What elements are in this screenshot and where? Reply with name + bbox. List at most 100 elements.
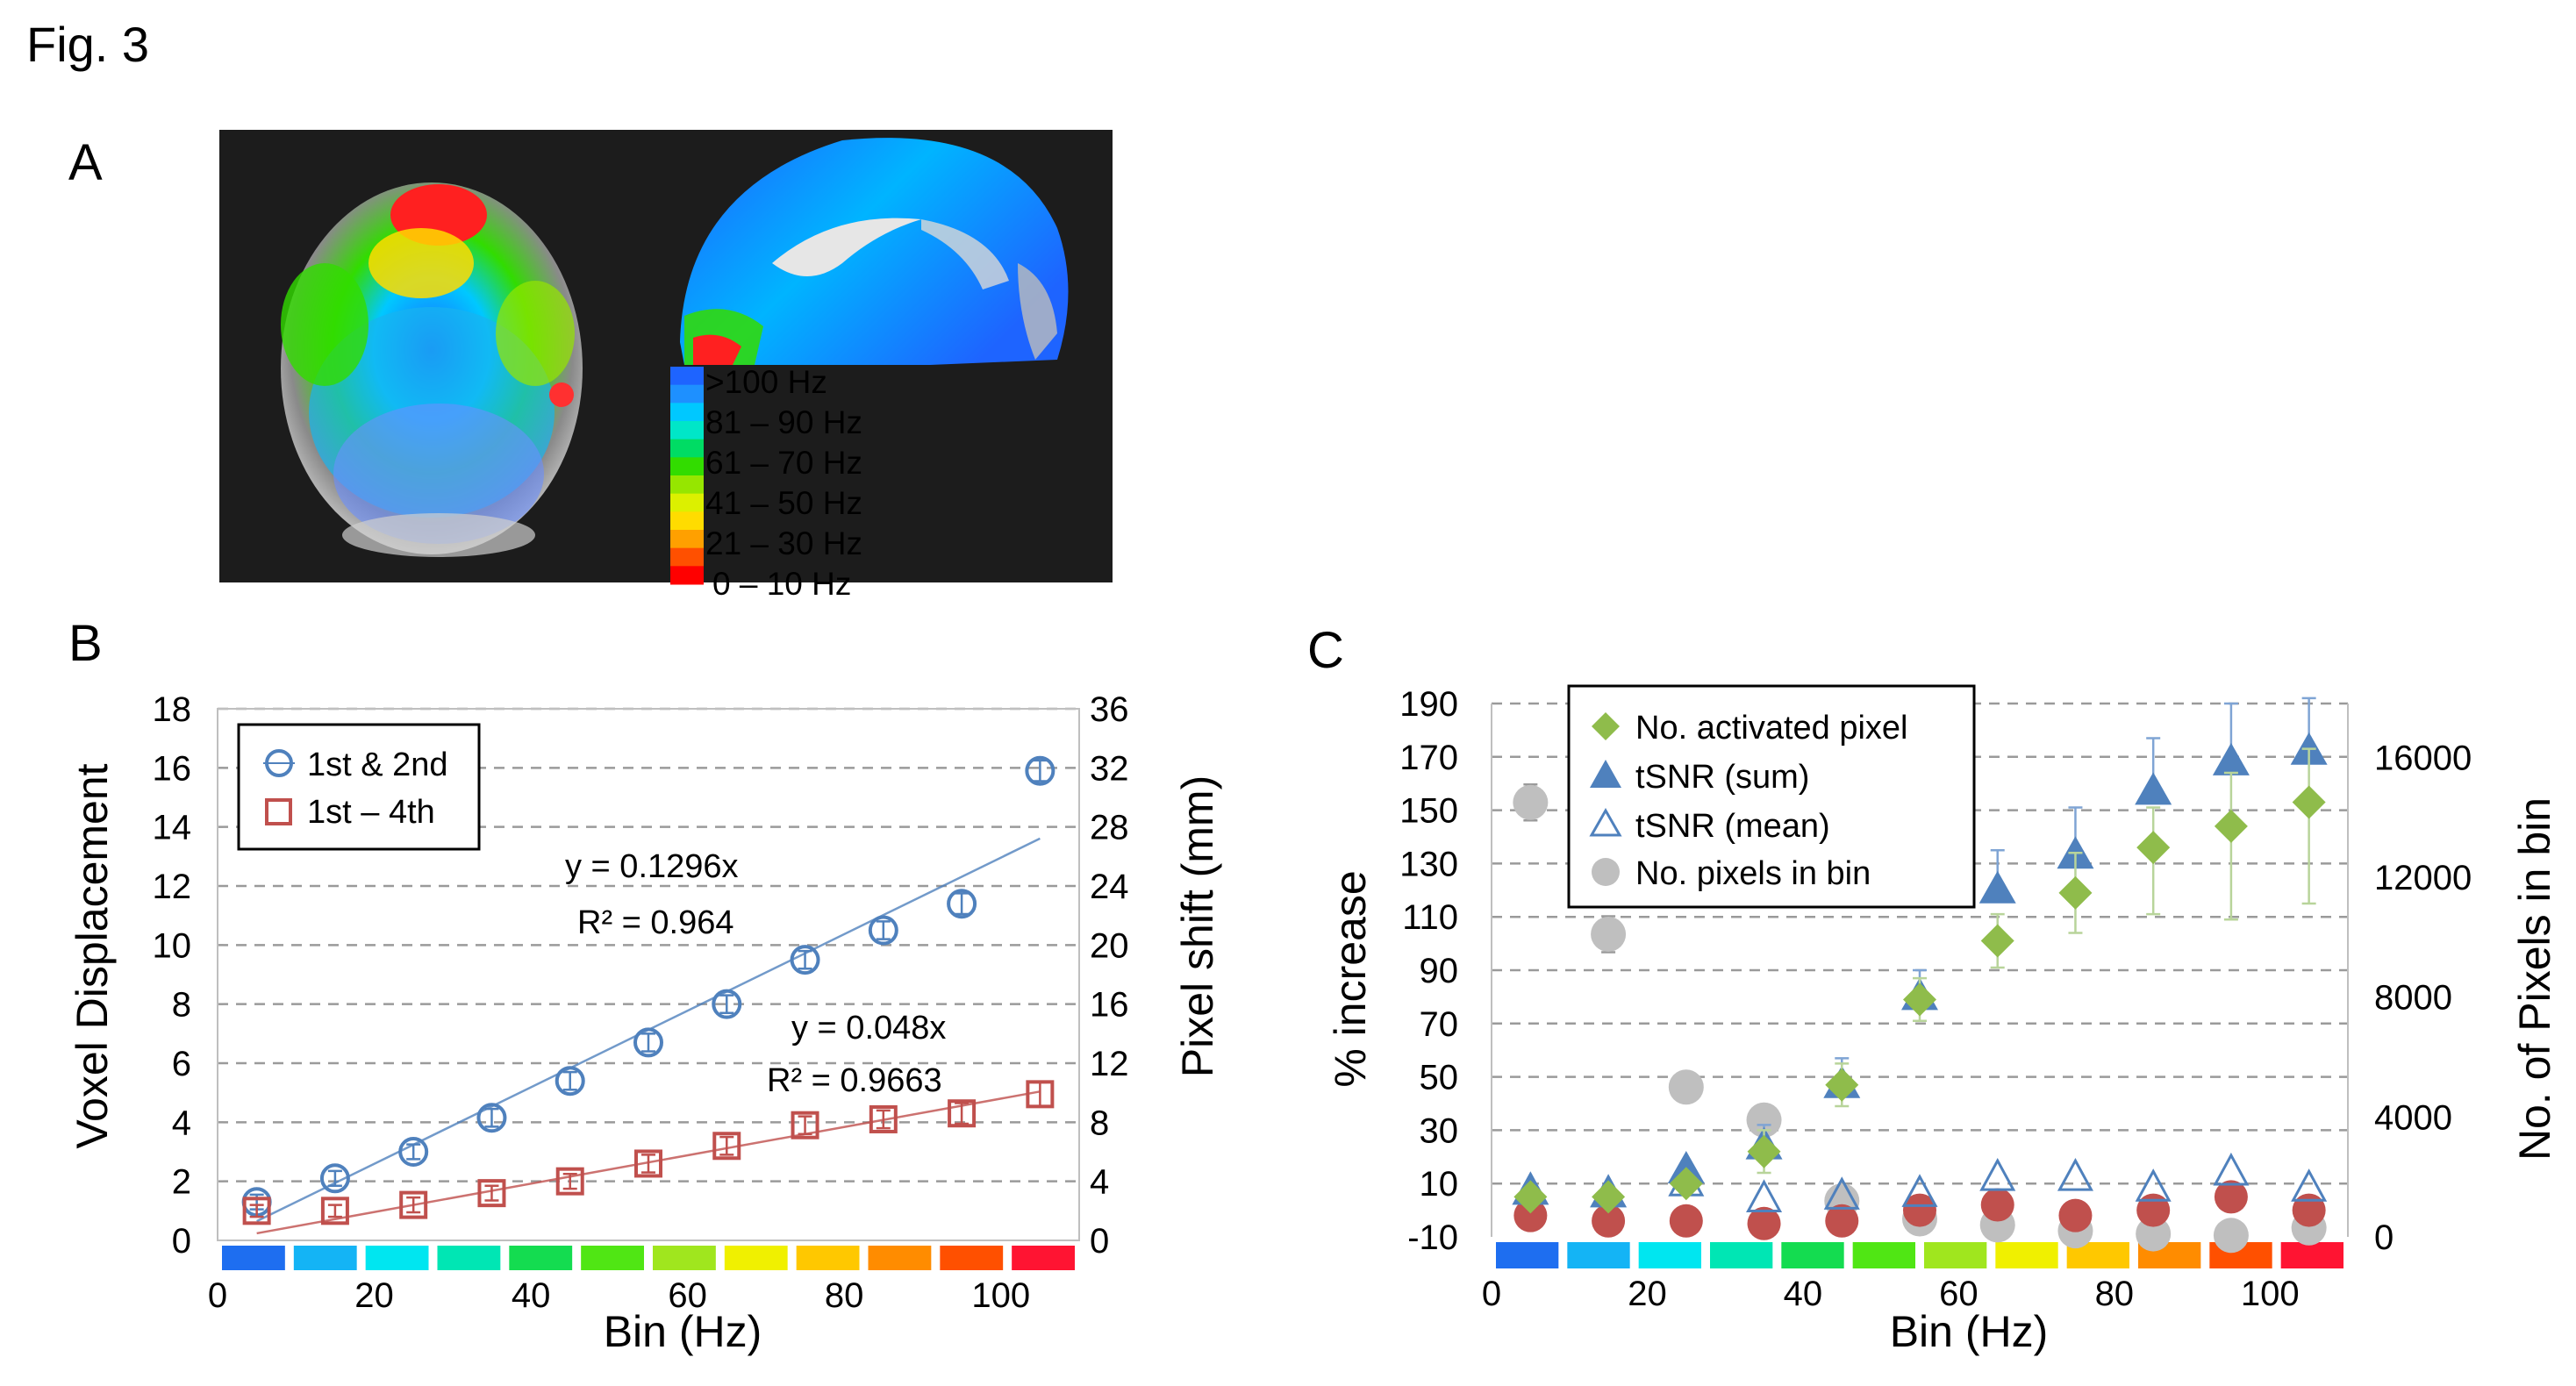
- chart-c-point-pixels-in-bin: [2136, 1216, 2172, 1252]
- chart-b-point-s2: [320, 1197, 349, 1225]
- chart-c-bin-color-1: [1567, 1242, 1630, 1268]
- chart-b-fit1-equation: y = 0.1296x: [565, 848, 739, 885]
- chart-c-bin-color-11: [2280, 1242, 2343, 1268]
- chart-c-point-red-series: [2058, 1198, 2093, 1232]
- chart-b-xtick-label: 60: [668, 1276, 707, 1315]
- chart-c-point-tsnr-mean: [2213, 1152, 2250, 1186]
- chart-b-point-s1: [555, 1066, 585, 1097]
- chart-b-y2tick-label: 4: [1090, 1163, 1109, 1202]
- legend-swatch: [670, 384, 704, 404]
- chart-c-ytick-label: 150: [1399, 792, 1458, 831]
- chart-c-point-tsnr-mean: [1746, 1179, 1783, 1212]
- chart-b-bin-color-2: [365, 1246, 429, 1270]
- chart-b-point-s2: [242, 1197, 271, 1225]
- chart-c-y2tick-label: 8000: [2374, 979, 2452, 1018]
- chart-c-legend-label-2: tSNR (sum): [1635, 759, 1809, 796]
- chart-b-ytick-label: 18: [153, 690, 192, 729]
- chart-c-point-tsnr-mean: [2057, 1157, 2093, 1191]
- chart-c-xtick-label: 80: [2095, 1275, 2135, 1313]
- chart-c-bin-color-0: [1496, 1242, 1559, 1268]
- chart-b-y2tick-label: 24: [1090, 868, 1129, 906]
- chart-c-legend-marker-4: [1592, 858, 1620, 886]
- chart-b-plot-area: [217, 708, 1080, 1241]
- chart-b-bin-color-7: [724, 1246, 788, 1270]
- legend-label-81-90: 81 – 90 Hz: [705, 404, 862, 440]
- chart-b-y2tick-label: 20: [1090, 926, 1129, 965]
- chart-c-ytick-label: 110: [1402, 898, 1458, 937]
- legend-label-100: >100 Hz: [705, 364, 827, 400]
- chart-c-y2label: No. of Pixels in bin: [2510, 797, 2559, 1161]
- chart-b-ytick-label: 4: [172, 1104, 191, 1142]
- chart-c-legend-marker-2: [1590, 760, 1621, 788]
- chart-c-xtick-label: 20: [1628, 1275, 1667, 1313]
- chart-c-point-red-series: [1592, 1204, 1626, 1238]
- chart-c-legend-label-1: No. activated pixel: [1635, 710, 1908, 747]
- chart-b-xtick-label: 0: [208, 1276, 227, 1315]
- chart-b-legend-label-2: 1st – 4th: [307, 794, 435, 831]
- chart-b-ytick-label: 8: [172, 986, 191, 1025]
- chart-b-bin-color-5: [581, 1246, 644, 1270]
- chart-b-xtick-label: 80: [825, 1276, 864, 1315]
- legend-swatch: [670, 566, 704, 585]
- chart-c-point-activated: [1513, 1180, 1548, 1214]
- chart-c-y2tick-label: 4000: [2374, 1098, 2452, 1137]
- chart-c-ytick-label: 10: [1420, 1165, 1459, 1204]
- chart-c-point-red-series: [2292, 1193, 2326, 1227]
- chart-c-point-tsnr-mean: [2291, 1168, 2328, 1202]
- frequency-color-legend: [670, 367, 704, 585]
- chart-b-y2tick-label: 32: [1090, 749, 1129, 788]
- chart-b-y2tick-label: 16: [1090, 986, 1129, 1025]
- chart-c-legend-label-4: No. pixels in bin: [1635, 855, 1871, 892]
- chart-b-ytick-label: 6: [172, 1045, 191, 1083]
- axial-brain-image: [281, 182, 583, 557]
- chart-c-point-pixels-in-bin: [1746, 1102, 1782, 1138]
- chart-c-y2tick-label: 16000: [2374, 739, 2472, 777]
- legend-swatch: [670, 367, 704, 386]
- chart-c-ytick-label: 50: [1420, 1059, 1459, 1097]
- chart-b-ytick-label: 12: [153, 868, 192, 906]
- chart-c-point-tsnr-mean: [2135, 1168, 2172, 1202]
- chart-b-xlabel: Bin (Hz): [604, 1307, 762, 1356]
- chart-c-bin-color-7: [1995, 1242, 2058, 1268]
- chart-c-bin-color-3: [1710, 1242, 1773, 1268]
- chart-b-bin-color-9: [868, 1246, 932, 1270]
- legend-swatch: [670, 530, 704, 549]
- chart-b-bin-color-6: [653, 1246, 716, 1270]
- chart-c-ytick-label: 30: [1420, 1111, 1459, 1150]
- chart-c-point-red-series: [1747, 1206, 1781, 1240]
- legend-swatch: [670, 403, 704, 422]
- chart-b-point-s2: [948, 1099, 977, 1128]
- chart-c-ytick-label: 170: [1399, 739, 1458, 777]
- chart-c-xlabel: Bin (Hz): [1890, 1307, 2049, 1356]
- chart-c-point-activated: [1747, 1134, 1781, 1168]
- legend-swatch: [670, 421, 704, 440]
- chart-c-point-pixels-in-bin: [1591, 917, 1627, 953]
- chart-b-ylabel: Voxel Displacement: [68, 763, 117, 1148]
- chart-c-ytick-label: 90: [1420, 952, 1459, 990]
- chart-b-bin-color-1: [293, 1246, 357, 1270]
- legend-label-61-70: 61 – 70 Hz: [705, 445, 862, 481]
- chart-c-bin-color-5: [1852, 1242, 1915, 1268]
- chart-b-point-s1: [398, 1137, 429, 1167]
- chart-c-point-tsnr-sum: [2135, 772, 2172, 805]
- chart-b-point-s2: [869, 1104, 898, 1133]
- chart-b-ytick-label: 2: [172, 1163, 191, 1202]
- chart-b-y2tick-label: 12: [1090, 1045, 1129, 1083]
- chart-c-point-tsnr-sum: [2212, 742, 2250, 775]
- chart-c-point-tsnr-mean: [1823, 1176, 1860, 1210]
- chart-b-fit2-equation: y = 0.048x: [791, 1010, 946, 1047]
- chart-c-xtick-label: 60: [1939, 1275, 1979, 1313]
- chart-c-bin-color-6: [1924, 1242, 1987, 1268]
- chart-b-point-s1: [476, 1103, 507, 1133]
- chart-b-fit2-r2: R² = 0.9663: [767, 1062, 942, 1099]
- chart-c-xtick-label: 40: [1784, 1275, 1823, 1313]
- chart-b-ytick-label: 0: [172, 1222, 191, 1261]
- chart-c-bin-color-4: [1781, 1242, 1844, 1268]
- chart-b-point-s1: [947, 889, 977, 919]
- chart-c-point-red-series: [1825, 1204, 1859, 1238]
- chart-b-y2label: Pixel shift (mm): [1173, 775, 1222, 1077]
- legend-swatch: [670, 547, 704, 567]
- legend-label-21-30: 21 – 30 Hz: [705, 525, 862, 561]
- chart-c-y2tick-label: 0: [2374, 1218, 2394, 1257]
